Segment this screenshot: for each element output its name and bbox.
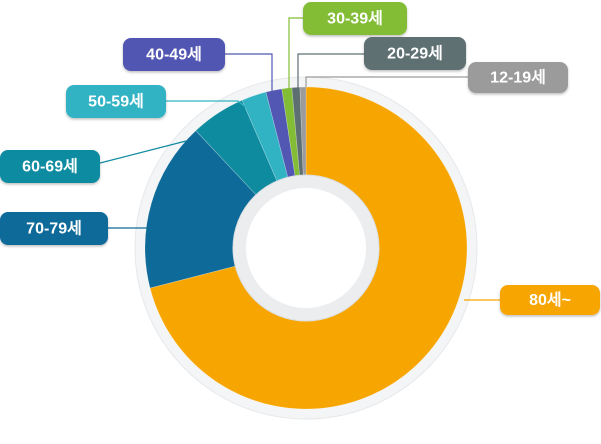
leader-line-8 (305, 76, 468, 87)
slice-label-text: 40-49세 (146, 46, 202, 64)
leader-line-6 (288, 17, 303, 90)
slice-label-5: 40-49세 (123, 38, 225, 71)
slice-label-pill (468, 62, 568, 93)
slice-label-4: 50-59세 (66, 85, 166, 118)
slice-label-7: 20-29세 (364, 37, 466, 70)
leader-lines (99, 17, 500, 301)
slice-label-text: 20-29세 (387, 45, 443, 63)
slice-label-text: 60-69세 (22, 158, 78, 176)
leader-line-4 (166, 100, 253, 113)
slice-label-pill (364, 37, 466, 70)
slice-label-pill (66, 85, 166, 118)
slice-label-text: 30-39세 (327, 10, 383, 28)
slice-label-pill (0, 150, 100, 183)
slice-labels: 80세~ 70-79세 60-69세 50-59세 40-49세 30-39세20-29세… (0, 2, 600, 315)
slice-label-1: 80세~ (500, 285, 600, 315)
slice-label-2: 70-79세 (0, 212, 108, 245)
slice-label-8: 12-19세 (468, 62, 568, 93)
slice-label-3: 60-69세 (0, 150, 100, 183)
slice-label-text: 80세~ (529, 291, 571, 309)
slice-label-text: 50-59세 (88, 93, 144, 111)
slice-label-text: 70-79세 (26, 220, 82, 238)
leader-line-3 (99, 140, 187, 164)
leader-line-5 (225, 53, 273, 92)
slice-label-pill (123, 38, 225, 71)
slice-label-pill (500, 285, 600, 315)
leader-line-7 (297, 53, 364, 88)
donut-hole (246, 188, 366, 308)
slice-label-text: 12-19세 (490, 69, 546, 87)
slice-label-pill (0, 212, 108, 245)
slice-label-6: 30-39세 (303, 2, 407, 35)
slice-label-pill (303, 2, 407, 35)
